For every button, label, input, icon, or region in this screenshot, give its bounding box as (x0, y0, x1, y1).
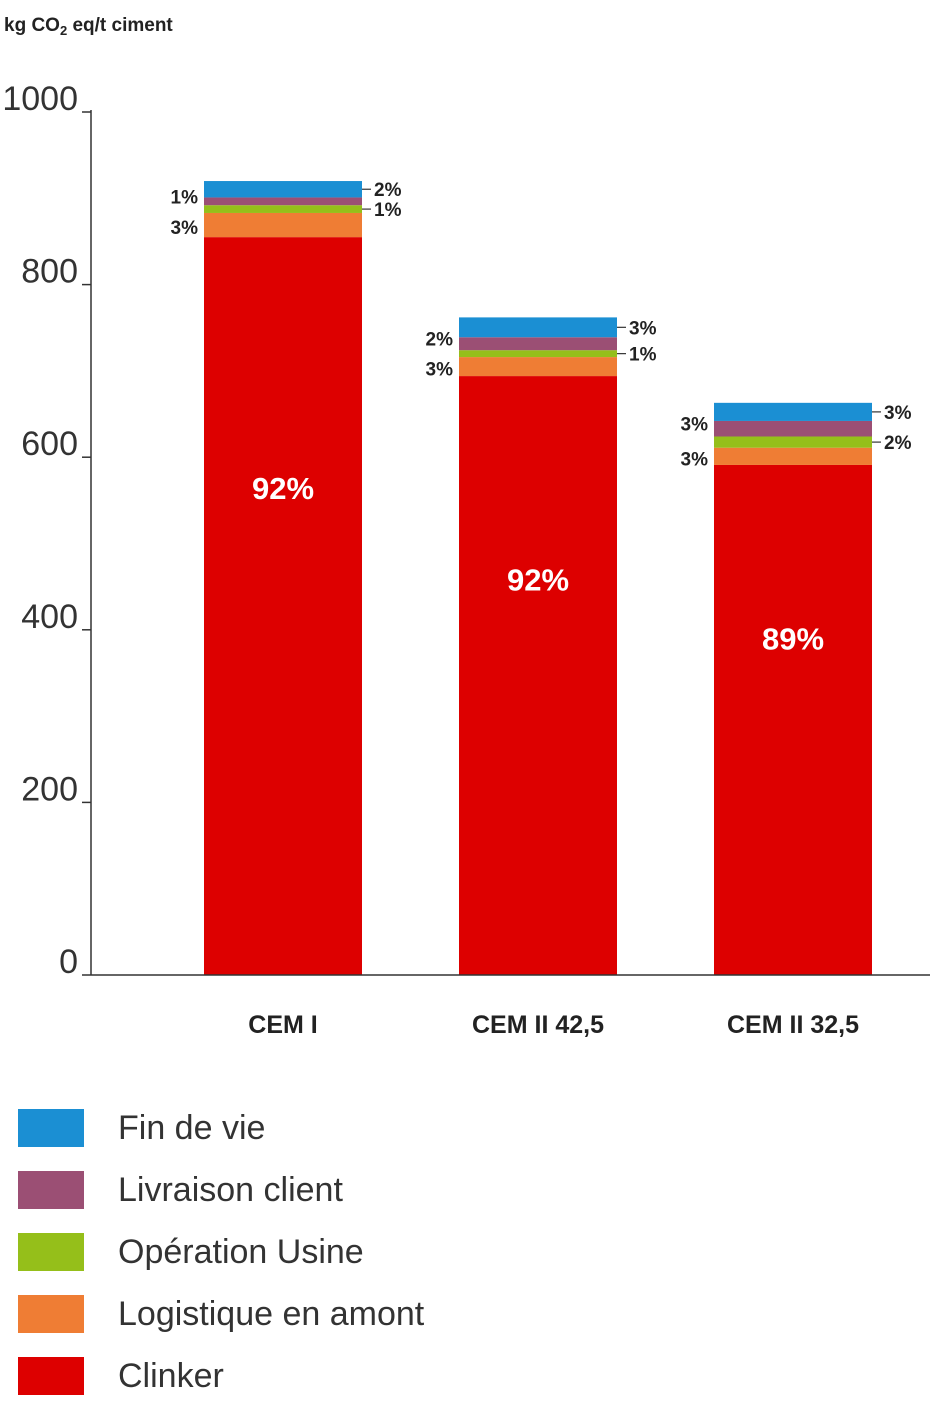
legend-label: Clinker (118, 1356, 224, 1395)
clinker-percent-label: 89% (762, 621, 824, 656)
bar-segment-fin-de-vie (204, 181, 362, 198)
logistique-percent-label: 3% (681, 449, 709, 470)
legend-label: Logistique en amont (118, 1294, 425, 1333)
bar-segment-fin-de-vie (714, 402, 872, 421)
chart: kg CO2 eq/t ciment 0 200 400 600 800 1000 92%… (2, 15, 930, 1039)
legend-label: Fin de vie (118, 1108, 266, 1147)
bar-segment-livraison-client (204, 197, 362, 206)
fin-de-vie-percent-label: 3% (629, 318, 657, 339)
y-tick-label: 0 (59, 943, 78, 981)
legend-swatch (18, 1295, 84, 1333)
legend-swatch (18, 1109, 84, 1147)
livraison-percent-label: 1% (171, 187, 199, 208)
legend-item: Livraison client (18, 1159, 618, 1221)
y-unit-label: kg CO2 eq/t ciment (4, 15, 173, 38)
legend-item: Clinker (18, 1345, 618, 1407)
legend-item: Logistique en amont (18, 1283, 618, 1345)
livraison-percent-label: 2% (426, 330, 454, 351)
y-tick-label: 200 (21, 770, 78, 808)
y-tick-label: 1000 (2, 80, 78, 118)
legend-item: Fin de vie (18, 1097, 618, 1159)
y-axis-ticks: 0 200 400 600 800 1000 (2, 80, 91, 981)
clinker-percent-label: 92% (507, 563, 569, 598)
bar-segment-fin-de-vie (459, 317, 617, 338)
category-label: CEM II 42,5 (472, 1011, 604, 1039)
bar-segment-livraison-client (459, 337, 617, 351)
bar-segment-op-ration-usine (714, 436, 872, 448)
bars (204, 181, 872, 975)
bar-segment-clinker (204, 237, 362, 975)
fin-de-vie-percent-label: 2% (374, 180, 402, 201)
y-tick-label: 600 (21, 425, 78, 463)
category-label: CEM I (248, 1011, 317, 1039)
legend-swatch (18, 1171, 84, 1209)
fin-de-vie-percent-label: 3% (884, 403, 912, 424)
x-axis-labels: CEM I CEM II 42,5 CEM II 32,5 (248, 1011, 859, 1039)
logistique-percent-label: 3% (171, 218, 199, 239)
legend-label: Livraison client (118, 1170, 343, 1209)
bar-segment-logistique-en-amont (204, 212, 362, 238)
logistique-percent-label: 3% (426, 360, 454, 381)
legend-label: Opération Usine (118, 1232, 364, 1271)
bar-segment-logistique-en-amont (459, 357, 617, 377)
legend-item: Opération Usine (18, 1221, 618, 1283)
bar-segment-clinker (714, 464, 872, 975)
bar-segment-livraison-client (714, 420, 872, 437)
bar-segment-op-ration-usine (204, 205, 362, 213)
legend-swatch (18, 1357, 84, 1395)
bar-segment-logistique-en-amont (714, 447, 872, 465)
legend: Fin de vie Livraison client Opération Usin… (18, 1097, 618, 1407)
operation-percent-label: 1% (374, 200, 402, 221)
y-tick-label: 800 (21, 253, 78, 291)
operation-percent-label: 2% (884, 433, 912, 454)
operation-percent-label: 1% (629, 345, 657, 366)
category-label: CEM II 32,5 (727, 1011, 859, 1039)
livraison-percent-label: 3% (681, 415, 709, 436)
bar-segment-op-ration-usine (459, 350, 617, 358)
legend-swatch (18, 1233, 84, 1271)
y-tick-label: 400 (21, 598, 78, 636)
bar-labels: 92%2%1%1%3%92%3%1%2%3%89%3%2%3%3% (171, 180, 912, 656)
clinker-percent-label: 92% (252, 471, 314, 506)
bar-segment-clinker (459, 376, 617, 975)
